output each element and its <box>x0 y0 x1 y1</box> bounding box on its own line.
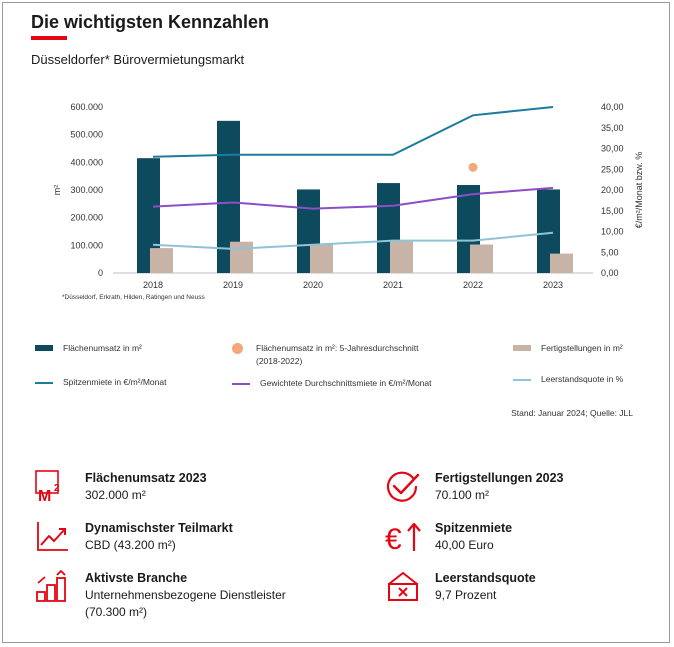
kpi-branche: Aktivste Branche Unternehmensbezogene Di… <box>35 570 286 621</box>
y2-tick-label: 30,00 <box>601 144 624 154</box>
legend-item-durchschnittsmiete: Gewichtete Durchschnittsmiete in €/m²/Mo… <box>232 377 431 390</box>
y-tick-label: 0 <box>98 268 103 278</box>
y2-tick-label: 5,00 <box>601 247 619 257</box>
kpi-value: 70.100 m² <box>435 488 490 502</box>
kpi-value: 40,00 Euro <box>435 538 494 552</box>
svg-text:2: 2 <box>54 483 60 494</box>
source-note: Stand: Januar 2024; Quelle: JLL <box>511 408 633 418</box>
legend-label: Gewichtete Durchschnittsmiete in €/m²/Mo… <box>260 378 432 388</box>
bar-steps-icon <box>36 570 66 602</box>
y2-tick-label: 10,00 <box>601 227 624 237</box>
kpi-title: Fertigstellungen 2023 <box>435 471 564 485</box>
bar-fertigstellungen <box>470 244 493 273</box>
bar-fertigstellungen <box>390 241 413 273</box>
legend-swatch <box>35 345 53 351</box>
euro-arrow-up-icon: € <box>385 522 421 554</box>
bar-fertigstellungen <box>230 241 253 273</box>
kpi-spitzenmiete: € Spitzenmiete 40,00 Euro <box>385 520 512 554</box>
legend-swatch <box>232 343 243 354</box>
x-tick-label: 2022 <box>463 280 483 290</box>
x-tick-label: 2018 <box>143 280 163 290</box>
y2-tick-label: 25,00 <box>601 164 624 174</box>
x-tick-label: 2019 <box>223 280 243 290</box>
kpi-flaechenumsatz: M 2 Flächenumsatz 2023 302.000 m² <box>35 470 207 504</box>
svg-text:M: M <box>38 488 51 504</box>
page-title: Die wichtigsten Kennzahlen <box>31 12 270 32</box>
chart-footnote: *Düsseldorf, Erkrath, Hilden, Ratingen u… <box>62 294 205 301</box>
legend-label: Spitzenmiete in €/m²/Monat <box>63 377 167 387</box>
kpi-title: Spitzenmiete <box>435 521 513 535</box>
legend-item-flaechenumsatz: Flächenumsatz in m² <box>35 342 142 355</box>
bar-fertigstellungen <box>150 248 173 273</box>
y-tick-label: 100.000 <box>70 240 103 250</box>
y2-tick-label: 40,00 <box>601 102 624 112</box>
m2-icon: M 2 <box>35 470 60 504</box>
kpi-leerstandsquote: Leerstandsquote 9,7 Prozent <box>385 570 536 604</box>
title-accent-bar <box>31 36 67 40</box>
legend-label: Flächenumsatz in m²: 5-Jahresdurchschnit… <box>256 343 419 366</box>
kpi-title: Flächenumsatz 2023 <box>85 471 207 485</box>
checkmark-circle-icon <box>386 471 420 502</box>
kpi-title: Aktivste Branche <box>85 571 188 585</box>
y2-tick-label: 0,00 <box>601 268 619 278</box>
svg-text:€: € <box>385 523 402 554</box>
y2-tick-label: 35,00 <box>601 123 624 133</box>
kpi-value: CBD (43.200 m²) <box>85 538 176 552</box>
kpi-fertigstellungen: Fertigstellungen 2023 70.100 m² <box>385 470 564 504</box>
avg-point <box>468 162 478 172</box>
legend-swatch <box>513 379 531 381</box>
y2-tick-label: 20,00 <box>601 185 624 195</box>
page-subtitle: Düsseldorfer* Bürovermietungsmarkt <box>31 52 245 67</box>
legend-swatch <box>35 382 53 384</box>
combo-chart: 0 100.000 200.000 300.000 400.000 500.000 600.… <box>52 102 644 301</box>
legend-swatch <box>513 345 531 351</box>
y-tick-label: 600.000 <box>70 102 103 112</box>
legend-swatch <box>232 383 250 385</box>
x-tick-label: 2020 <box>303 280 323 290</box>
y-tick-label: 300.000 <box>70 185 103 195</box>
legend-label: Leerstandsquote in % <box>541 374 624 384</box>
y-axis-title: m² <box>52 185 62 196</box>
kpi-title: Dynamischster Teilmarkt <box>85 521 233 535</box>
legend-item-spitzenmiete: Spitzenmiete in €/m²/Monat <box>35 376 166 389</box>
legend-label: Flächenumsatz in m² <box>63 343 142 353</box>
y2-axis-title: €/m²/Monat bzw. % <box>634 152 644 229</box>
legend-label: Fertigstellungen in m² <box>541 343 623 353</box>
kpi-title: Leerstandsquote <box>435 571 536 585</box>
bar-flaechenumsatz <box>217 120 240 273</box>
empty-box-icon <box>388 571 418 601</box>
trend-up-icon <box>37 522 68 551</box>
kpi-value: 9,7 Prozent <box>435 588 497 602</box>
kpi-value: 302.000 m² <box>85 488 146 502</box>
y-tick-label: 200.000 <box>70 213 103 223</box>
legend-item-durchschnitt: Flächenumsatz in m²: 5-Jahresdurchschnit… <box>232 342 419 368</box>
bar-fertigstellungen <box>310 244 333 273</box>
series-line <box>152 231 554 250</box>
bar-flaechenumsatz <box>537 189 560 273</box>
x-tick-label: 2023 <box>543 280 563 290</box>
legend-item-leerstandsquote: Leerstandsquote in % <box>513 373 623 386</box>
kpi-teilmarkt: Dynamischster Teilmarkt CBD (43.200 m²) <box>35 520 233 554</box>
x-tick-label: 2021 <box>383 280 403 290</box>
y-tick-label: 400.000 <box>70 157 103 167</box>
kpi-value: Unternehmensbezogene Dienstleister (70.3… <box>85 588 286 619</box>
series-line <box>152 106 554 158</box>
bar-fertigstellungen <box>550 253 573 273</box>
y-tick-label: 500.000 <box>70 130 103 140</box>
y2-tick-label: 15,00 <box>601 206 624 216</box>
series-line <box>152 186 554 210</box>
legend-item-fertigstellungen: Fertigstellungen in m² <box>513 342 623 355</box>
